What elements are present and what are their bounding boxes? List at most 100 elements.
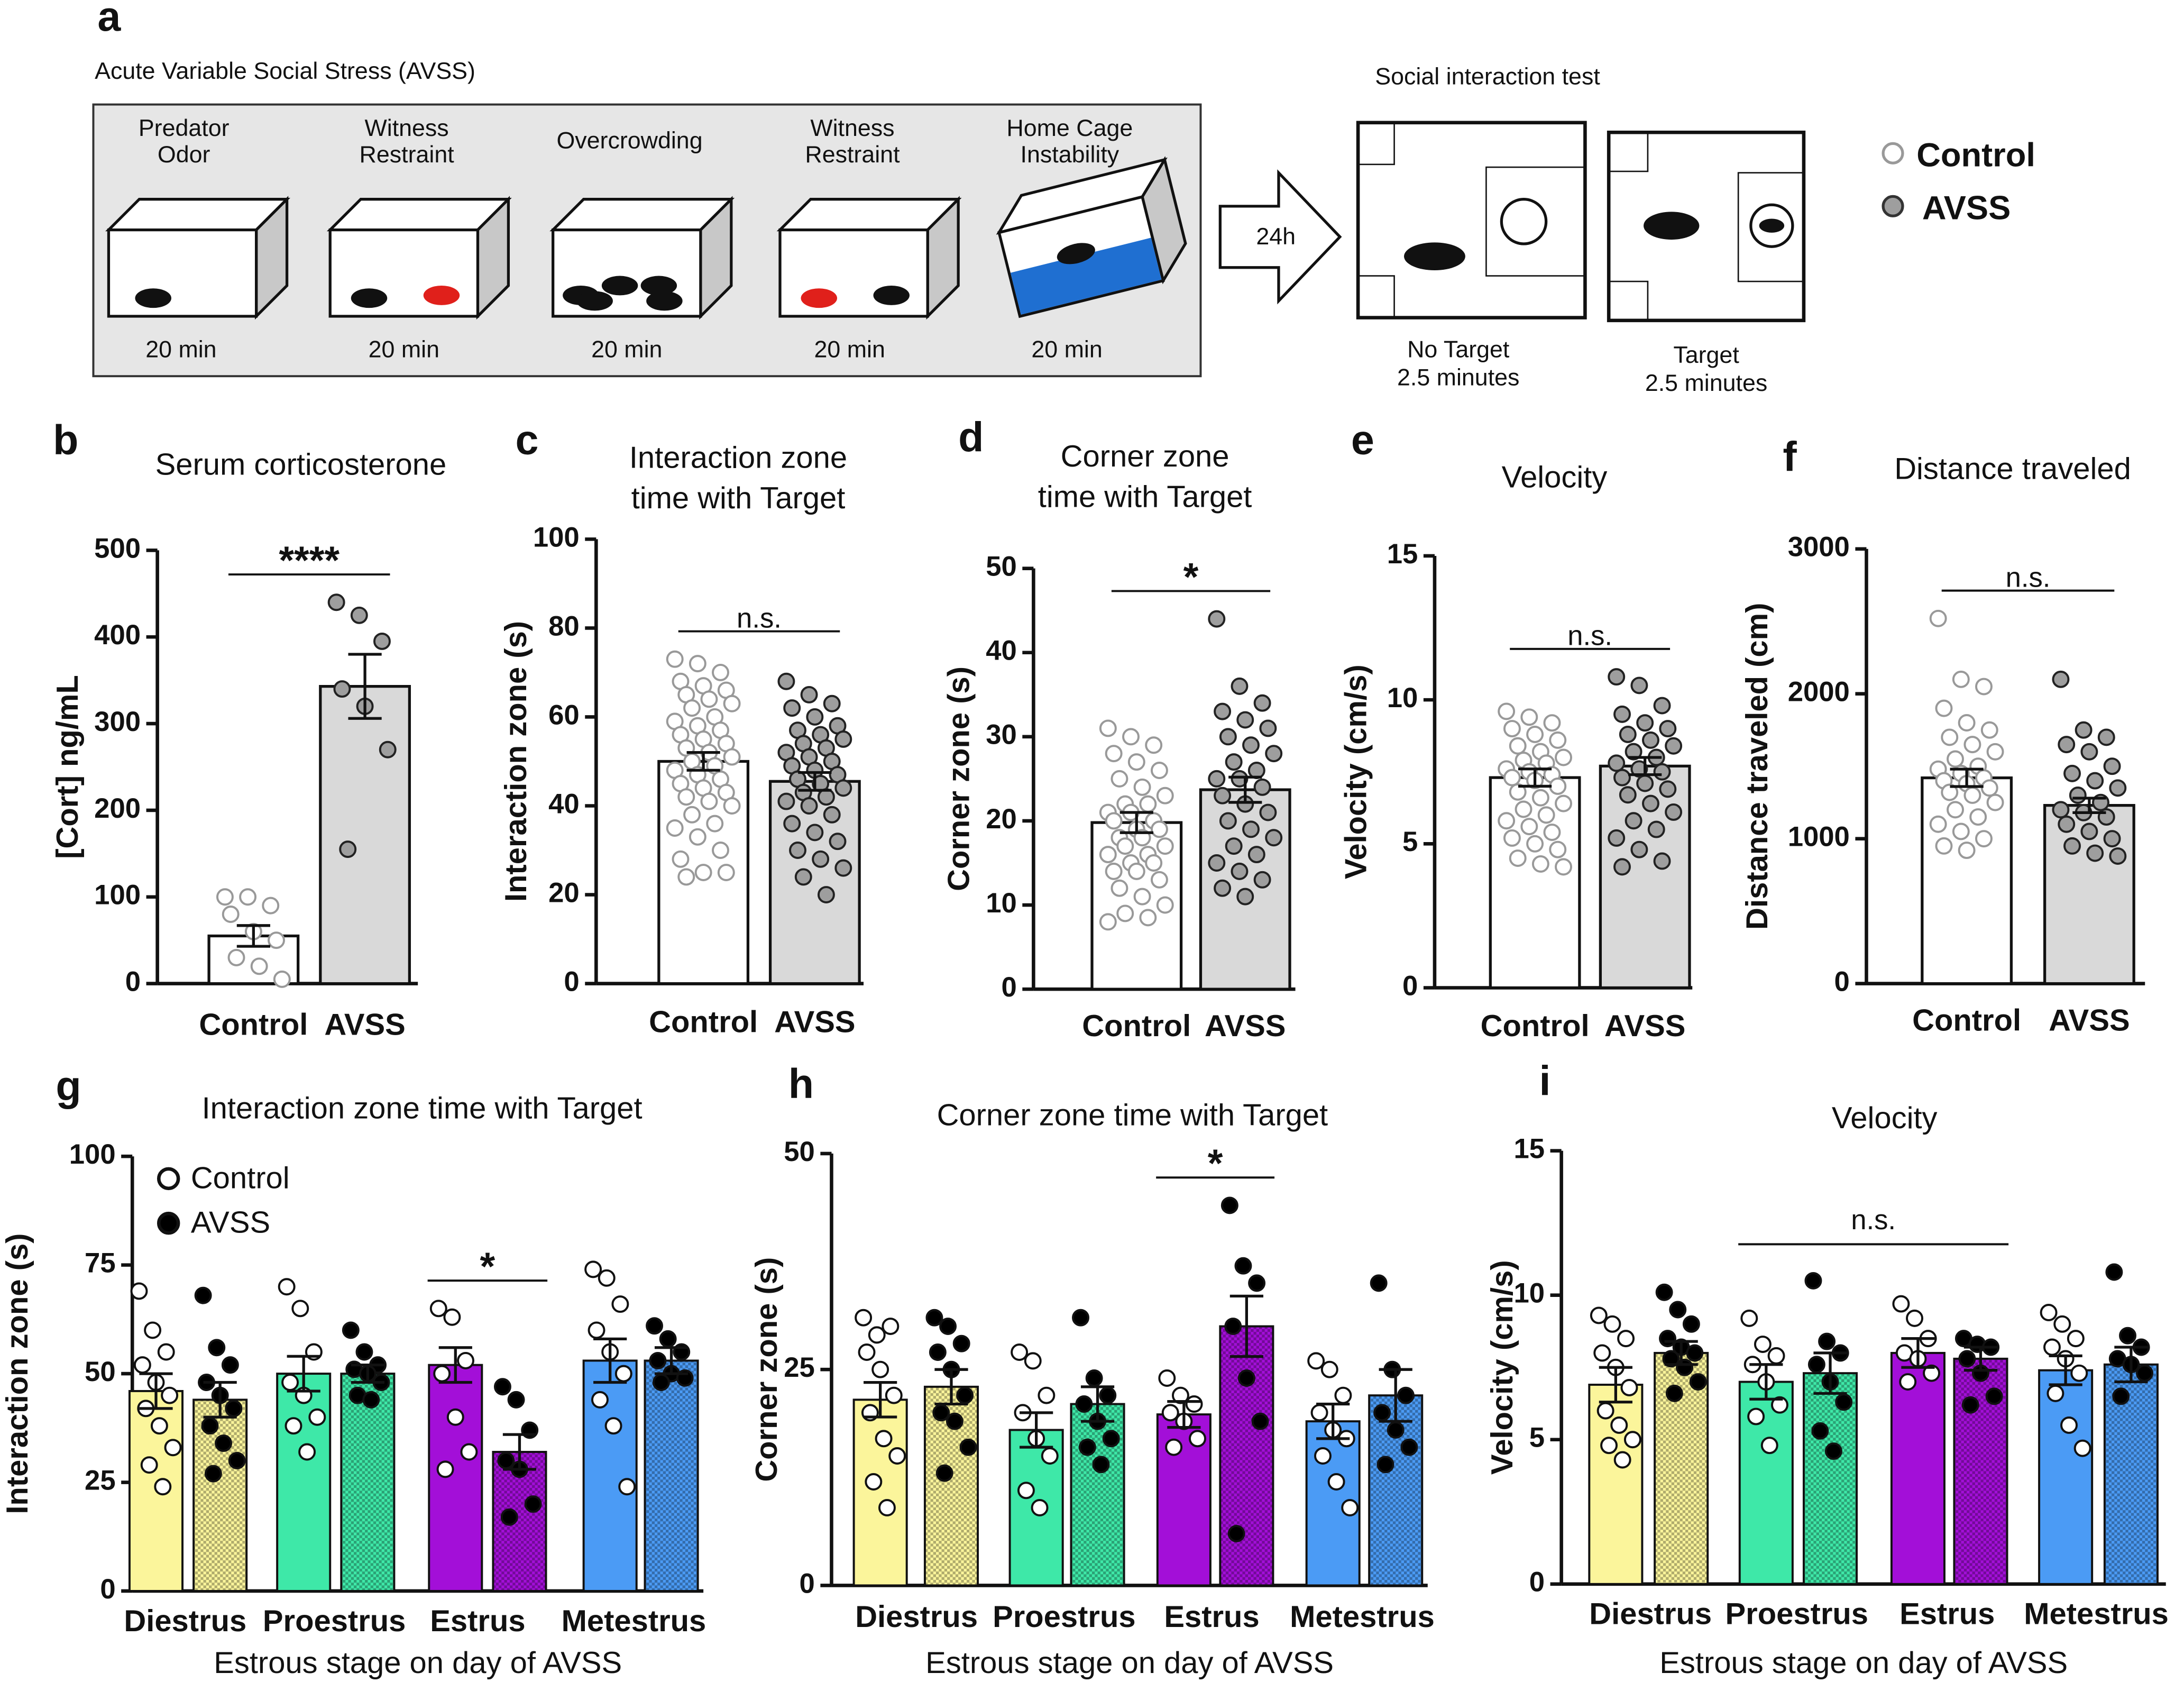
y-tick-label: 0 xyxy=(125,966,141,997)
data-point xyxy=(1625,743,1642,761)
data-point xyxy=(783,815,801,833)
x-tick-label: Diestrus xyxy=(124,1604,246,1638)
data-point xyxy=(659,1330,677,1348)
data-point xyxy=(2058,815,2076,833)
data-point xyxy=(885,1386,903,1404)
data-point xyxy=(1111,770,1128,788)
data-point xyxy=(333,680,351,698)
data-point xyxy=(712,842,729,859)
data-point xyxy=(1623,1431,1641,1449)
y-tick-label: 5 xyxy=(1402,826,1418,857)
data-point xyxy=(1676,1358,1694,1376)
mouse xyxy=(351,288,388,308)
data-point xyxy=(878,1499,896,1516)
data-point xyxy=(2063,837,2081,855)
y-tick-label: 200 xyxy=(94,793,141,824)
step-time: 20 min xyxy=(1031,336,1102,363)
y-tick-label: 40 xyxy=(548,788,580,819)
data-point xyxy=(1952,670,1970,688)
data-point xyxy=(1102,1430,1120,1448)
mouse xyxy=(801,288,837,308)
data-point xyxy=(1555,794,1572,812)
panel-letter: b xyxy=(53,416,78,463)
data-point xyxy=(1248,1274,1266,1292)
cage-tilted xyxy=(996,156,1187,318)
data-point xyxy=(1253,694,1271,712)
data-point xyxy=(694,864,712,881)
data-point xyxy=(794,868,812,886)
data-point xyxy=(952,1334,970,1352)
data-point xyxy=(1835,1393,1853,1411)
data-point xyxy=(929,1343,947,1361)
data-point xyxy=(285,1417,302,1435)
data-point xyxy=(1613,705,1631,723)
data-point xyxy=(939,1318,957,1335)
data-point xyxy=(2105,1263,2123,1281)
data-point xyxy=(161,1386,179,1404)
data-point xyxy=(1078,1438,1096,1456)
data-point xyxy=(1156,837,1174,855)
y-tick-label: 50 xyxy=(986,551,1017,582)
data-point xyxy=(1526,835,1544,853)
data-point xyxy=(227,948,245,966)
data-point xyxy=(800,797,818,815)
data-point xyxy=(1593,1344,1611,1362)
data-point xyxy=(1509,783,1527,801)
bar xyxy=(1588,1384,1644,1585)
chart: e Velocity Velocity (cm/s) 0 5 10 15 Control AVS… xyxy=(1339,416,1693,1043)
data-point xyxy=(806,824,824,842)
data-point xyxy=(1133,888,1151,906)
data-point xyxy=(956,1386,974,1404)
y-tick-label: 0 xyxy=(564,966,579,997)
chart: b Serum corticosterone [Cort] ng/mL 0 100 200… xyxy=(51,416,446,1041)
data-point xyxy=(829,833,847,851)
data-point xyxy=(1613,858,1631,876)
data-point xyxy=(443,1308,461,1326)
legend-marker xyxy=(1882,195,1904,217)
data-point xyxy=(834,730,852,748)
y-axis-label: Interaction zone (s) xyxy=(499,621,533,902)
data-point xyxy=(1161,1404,1179,1422)
x-tick-label: Control xyxy=(649,1005,758,1039)
chart-title: Corner zone xyxy=(1061,440,1229,473)
data-point xyxy=(1156,787,1174,805)
data-point xyxy=(2047,1384,2064,1402)
data-point xyxy=(823,694,841,712)
data-point xyxy=(1947,801,1964,819)
y-tick-label: 80 xyxy=(548,610,580,642)
y-tick-label: 20 xyxy=(986,803,1017,835)
data-point xyxy=(1017,1482,1035,1500)
data-point xyxy=(1958,842,1976,860)
significance-label: n.s. xyxy=(1567,620,1612,652)
data-point xyxy=(2086,844,2104,862)
data-point xyxy=(1980,721,1998,739)
mouse xyxy=(1404,242,1465,271)
data-point xyxy=(342,1321,360,1339)
data-point xyxy=(1041,1447,1059,1465)
data-point xyxy=(2097,728,2115,746)
y-tick-label: 30 xyxy=(986,719,1017,751)
data-point xyxy=(1236,888,1254,906)
data-point xyxy=(584,1260,602,1278)
x-tick-label: Proestrus xyxy=(263,1604,406,1638)
step-time: 20 min xyxy=(591,336,662,363)
data-point xyxy=(1770,1396,1788,1414)
x-tick-label: AVSS xyxy=(774,1005,855,1039)
data-point xyxy=(1665,803,1683,821)
data-point xyxy=(611,1295,629,1313)
data-point xyxy=(1075,1395,1093,1413)
data-point xyxy=(1400,1438,1418,1456)
data-point xyxy=(806,708,824,726)
data-point xyxy=(888,1447,906,1465)
x-tick-label: AVSS xyxy=(324,1008,405,1042)
data-point xyxy=(1549,840,1567,858)
data-point xyxy=(1145,736,1163,754)
data-point xyxy=(291,1300,309,1318)
data-point xyxy=(1259,803,1277,821)
chart-title: Corner zone time with Target xyxy=(937,1099,1328,1132)
data-point xyxy=(1596,1402,1614,1420)
chart: c Interaction zone time with Target Interac… xyxy=(499,416,864,1039)
chart: g Interaction zone time with Target Intera… xyxy=(1,1063,706,1680)
x-tick-label: Proestrus xyxy=(1726,1597,1868,1631)
y-tick-label: 50 xyxy=(784,1136,815,1167)
